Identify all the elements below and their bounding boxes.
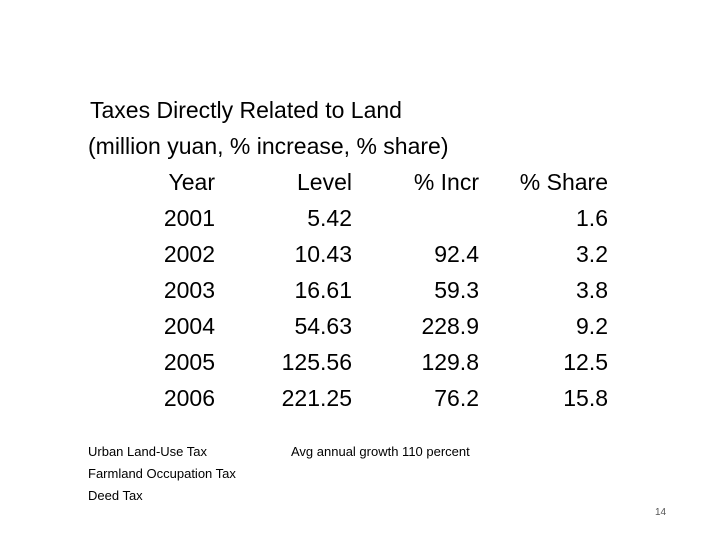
- cell-year: 2002: [163, 241, 215, 267]
- header-year: Year: [168, 169, 215, 195]
- cell-incr: [352, 200, 479, 236]
- cell-level: 54.63: [294, 313, 352, 339]
- tax-table: Year Level % Incr % Share 2001 5.42 1.6 …: [0, 164, 608, 416]
- title-line-1: Taxes Directly Related to Land: [90, 97, 402, 123]
- table-row: 2002 10.43 92.4 3.2: [0, 236, 608, 272]
- cell-level: 5.42: [307, 205, 352, 231]
- table-row: 2004 54.63 228.9 9.2: [0, 308, 608, 344]
- cell-share: 3.2: [576, 241, 608, 267]
- page-number: 14: [655, 507, 667, 518]
- cell-incr: 228.9: [421, 313, 479, 339]
- title-line-2: (million yuan, % increase, % share): [88, 133, 449, 159]
- header-share: % Share: [519, 169, 608, 195]
- cell-level: 221.25: [281, 385, 352, 411]
- growth-note: Avg annual growth 110 percent: [291, 444, 470, 459]
- cell-year: 2006: [163, 385, 215, 411]
- cell-year: 2001: [163, 205, 215, 231]
- list-item: Farmland Occupation Tax: [88, 466, 236, 481]
- cell-share: 12.5: [563, 349, 608, 375]
- table-row: 2003 16.61 59.3 3.8: [0, 272, 608, 308]
- table-header-row: Year Level % Incr % Share: [0, 164, 608, 200]
- header-incr: % Incr: [413, 169, 479, 195]
- slide-title: Taxes Directly Related to Land (million …: [88, 92, 449, 164]
- cell-share: 9.2: [576, 313, 608, 339]
- list-item: Urban Land-Use Tax: [88, 444, 207, 459]
- header-level: Level: [297, 169, 352, 195]
- cell-level: 125.56: [281, 349, 352, 375]
- cell-incr: 129.8: [421, 349, 479, 375]
- list-item: Deed Tax: [88, 488, 143, 503]
- table-row: 2005 125.56 129.8 12.5: [0, 344, 608, 380]
- cell-incr: 59.3: [434, 277, 479, 303]
- cell-level: 16.61: [294, 277, 352, 303]
- cell-share: 15.8: [563, 385, 608, 411]
- cell-incr: 92.4: [434, 241, 479, 267]
- table-row: 2001 5.42 1.6: [0, 200, 608, 236]
- cell-share: 3.8: [576, 277, 608, 303]
- cell-level: 10.43: [294, 241, 352, 267]
- table-row: 2006 221.25 76.2 15.8: [0, 380, 608, 416]
- cell-year: 2005: [163, 349, 215, 375]
- cell-share: 1.6: [576, 205, 608, 231]
- cell-incr: 76.2: [434, 385, 479, 411]
- cell-year: 2003: [163, 277, 215, 303]
- tax-types-list: Urban Land-Use Tax Farmland Occupation T…: [88, 441, 236, 507]
- cell-year: 2004: [163, 313, 215, 339]
